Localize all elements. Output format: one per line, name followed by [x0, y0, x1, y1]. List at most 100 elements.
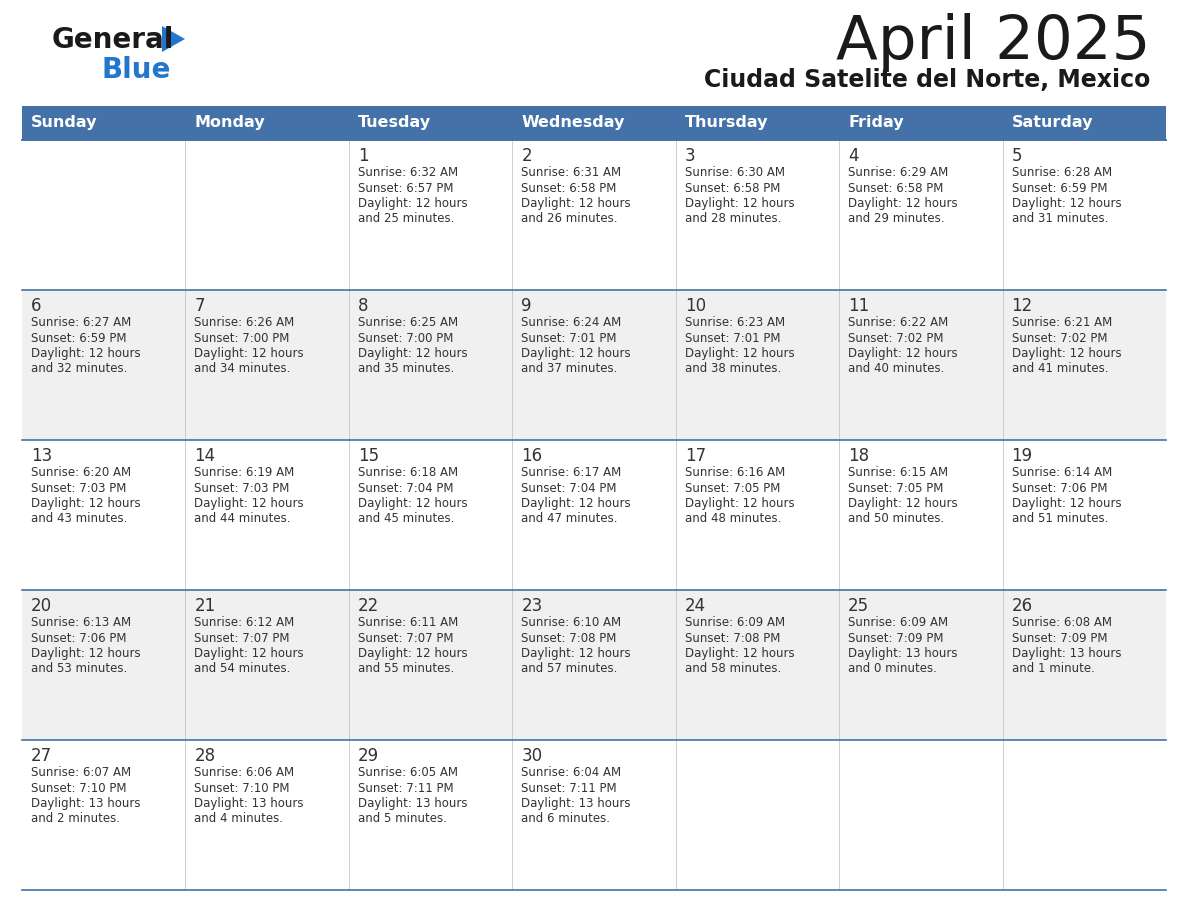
Text: 17: 17 [684, 447, 706, 465]
Text: and 26 minutes.: and 26 minutes. [522, 212, 618, 226]
Text: Sunrise: 6:05 AM: Sunrise: 6:05 AM [358, 766, 457, 779]
Text: and 0 minutes.: and 0 minutes. [848, 663, 937, 676]
Text: and 43 minutes.: and 43 minutes. [31, 512, 127, 525]
Text: Sunset: 6:58 PM: Sunset: 6:58 PM [684, 182, 781, 195]
Text: Sunrise: 6:27 AM: Sunrise: 6:27 AM [31, 316, 131, 329]
Text: and 44 minutes.: and 44 minutes. [195, 512, 291, 525]
Text: Sunrise: 6:11 AM: Sunrise: 6:11 AM [358, 616, 459, 629]
Text: Daylight: 12 hours: Daylight: 12 hours [848, 497, 958, 510]
Text: Daylight: 12 hours: Daylight: 12 hours [31, 497, 140, 510]
Text: and 41 minutes.: and 41 minutes. [1011, 363, 1108, 375]
Text: and 34 minutes.: and 34 minutes. [195, 363, 291, 375]
Bar [23, 290, 1165, 440]
Text: Sunrise: 6:17 AM: Sunrise: 6:17 AM [522, 466, 621, 479]
Text: 13: 13 [31, 447, 52, 465]
Text: Sunset: 7:05 PM: Sunset: 7:05 PM [848, 482, 943, 495]
Text: Sunrise: 6:28 AM: Sunrise: 6:28 AM [1011, 166, 1112, 179]
Bar [23, 106, 1165, 140]
Text: Daylight: 13 hours: Daylight: 13 hours [31, 797, 140, 810]
Text: Sunset: 7:07 PM: Sunset: 7:07 PM [195, 632, 290, 644]
Text: Sunset: 7:10 PM: Sunset: 7:10 PM [31, 781, 126, 794]
Text: and 45 minutes.: and 45 minutes. [358, 512, 454, 525]
Text: Daylight: 12 hours: Daylight: 12 hours [358, 497, 468, 510]
Text: Sunset: 7:01 PM: Sunset: 7:01 PM [684, 331, 781, 344]
Text: 14: 14 [195, 447, 215, 465]
Text: Sunset: 7:03 PM: Sunset: 7:03 PM [31, 482, 126, 495]
Text: 8: 8 [358, 297, 368, 315]
Text: and 25 minutes.: and 25 minutes. [358, 212, 454, 226]
Text: Daylight: 12 hours: Daylight: 12 hours [358, 647, 468, 660]
Text: Sunrise: 6:32 AM: Sunrise: 6:32 AM [358, 166, 459, 179]
Text: Sunrise: 6:23 AM: Sunrise: 6:23 AM [684, 316, 785, 329]
Text: Daylight: 12 hours: Daylight: 12 hours [684, 197, 795, 210]
Text: Blue: Blue [102, 56, 171, 84]
Text: 26: 26 [1011, 597, 1032, 615]
Text: General: General [52, 26, 175, 54]
Text: Sunrise: 6:08 AM: Sunrise: 6:08 AM [1011, 616, 1112, 629]
Text: Sunset: 7:09 PM: Sunset: 7:09 PM [848, 632, 943, 644]
Text: 15: 15 [358, 447, 379, 465]
Text: 28: 28 [195, 747, 215, 765]
Text: Sunrise: 6:31 AM: Sunrise: 6:31 AM [522, 166, 621, 179]
Text: Sunday: Sunday [31, 116, 97, 130]
Text: 24: 24 [684, 597, 706, 615]
Text: Sunset: 6:58 PM: Sunset: 6:58 PM [522, 182, 617, 195]
Text: Sunrise: 6:30 AM: Sunrise: 6:30 AM [684, 166, 785, 179]
Text: Sunset: 7:03 PM: Sunset: 7:03 PM [195, 482, 290, 495]
Text: Daylight: 12 hours: Daylight: 12 hours [848, 347, 958, 360]
Text: Daylight: 12 hours: Daylight: 12 hours [684, 347, 795, 360]
Text: Sunset: 7:10 PM: Sunset: 7:10 PM [195, 781, 290, 794]
Text: Wednesday: Wednesday [522, 116, 625, 130]
Bar [23, 140, 1165, 290]
Text: Sunrise: 6:29 AM: Sunrise: 6:29 AM [848, 166, 948, 179]
Text: Sunrise: 6:13 AM: Sunrise: 6:13 AM [31, 616, 131, 629]
Text: Sunrise: 6:19 AM: Sunrise: 6:19 AM [195, 466, 295, 479]
Text: Sunset: 7:04 PM: Sunset: 7:04 PM [358, 482, 454, 495]
Text: Thursday: Thursday [684, 116, 769, 130]
Text: and 1 minute.: and 1 minute. [1011, 663, 1094, 676]
Text: Sunset: 6:57 PM: Sunset: 6:57 PM [358, 182, 454, 195]
Text: Sunrise: 6:26 AM: Sunrise: 6:26 AM [195, 316, 295, 329]
Polygon shape [162, 26, 185, 52]
Text: Sunrise: 6:09 AM: Sunrise: 6:09 AM [684, 616, 785, 629]
Text: Daylight: 12 hours: Daylight: 12 hours [1011, 347, 1121, 360]
Text: and 32 minutes.: and 32 minutes. [31, 363, 127, 375]
Text: and 35 minutes.: and 35 minutes. [358, 363, 454, 375]
Text: Sunrise: 6:06 AM: Sunrise: 6:06 AM [195, 766, 295, 779]
Text: and 40 minutes.: and 40 minutes. [848, 363, 944, 375]
Text: 22: 22 [358, 597, 379, 615]
Text: Sunset: 7:05 PM: Sunset: 7:05 PM [684, 482, 781, 495]
Text: Daylight: 12 hours: Daylight: 12 hours [684, 497, 795, 510]
Text: and 5 minutes.: and 5 minutes. [358, 812, 447, 825]
Text: 1: 1 [358, 147, 368, 165]
Text: Daylight: 12 hours: Daylight: 12 hours [31, 647, 140, 660]
Text: and 51 minutes.: and 51 minutes. [1011, 512, 1108, 525]
Text: and 55 minutes.: and 55 minutes. [358, 663, 454, 676]
Text: Daylight: 12 hours: Daylight: 12 hours [31, 347, 140, 360]
Text: Daylight: 13 hours: Daylight: 13 hours [195, 797, 304, 810]
Text: Daylight: 12 hours: Daylight: 12 hours [358, 347, 468, 360]
Text: and 29 minutes.: and 29 minutes. [848, 212, 944, 226]
Text: Sunrise: 6:25 AM: Sunrise: 6:25 AM [358, 316, 459, 329]
Text: Sunrise: 6:20 AM: Sunrise: 6:20 AM [31, 466, 131, 479]
Text: Ciudad Satelite del Norte, Mexico: Ciudad Satelite del Norte, Mexico [703, 68, 1150, 92]
Text: and 53 minutes.: and 53 minutes. [31, 663, 127, 676]
Bar [23, 440, 1165, 590]
Text: Sunrise: 6:09 AM: Sunrise: 6:09 AM [848, 616, 948, 629]
Text: Daylight: 13 hours: Daylight: 13 hours [358, 797, 467, 810]
Text: Sunrise: 6:12 AM: Sunrise: 6:12 AM [195, 616, 295, 629]
Text: and 47 minutes.: and 47 minutes. [522, 512, 618, 525]
Text: Sunset: 7:06 PM: Sunset: 7:06 PM [1011, 482, 1107, 495]
Text: and 50 minutes.: and 50 minutes. [848, 512, 944, 525]
Text: Sunset: 7:09 PM: Sunset: 7:09 PM [1011, 632, 1107, 644]
Text: Daylight: 12 hours: Daylight: 12 hours [195, 497, 304, 510]
Text: 3: 3 [684, 147, 695, 165]
Text: Daylight: 12 hours: Daylight: 12 hours [195, 647, 304, 660]
Text: Sunrise: 6:18 AM: Sunrise: 6:18 AM [358, 466, 459, 479]
Text: Daylight: 12 hours: Daylight: 12 hours [195, 347, 304, 360]
Text: 25: 25 [848, 597, 870, 615]
Text: Sunrise: 6:15 AM: Sunrise: 6:15 AM [848, 466, 948, 479]
Text: 6: 6 [31, 297, 42, 315]
Bar [23, 590, 1165, 740]
Text: Sunrise: 6:21 AM: Sunrise: 6:21 AM [1011, 316, 1112, 329]
